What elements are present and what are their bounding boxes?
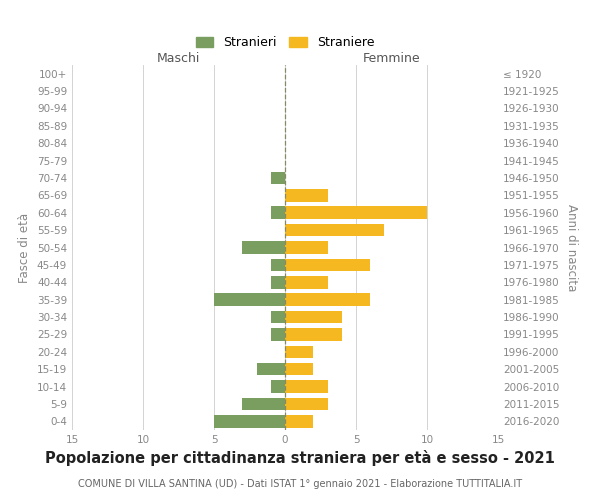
Bar xyxy=(285,380,328,393)
Bar xyxy=(285,206,427,219)
Bar xyxy=(285,189,328,202)
Bar xyxy=(271,311,285,324)
Bar xyxy=(285,276,328,288)
Bar xyxy=(242,241,285,254)
Bar xyxy=(214,415,285,428)
Bar xyxy=(271,276,285,288)
Text: Femmine: Femmine xyxy=(362,52,421,65)
Bar xyxy=(285,258,370,271)
Bar xyxy=(285,398,328,410)
Bar xyxy=(285,328,342,340)
Y-axis label: Anni di nascita: Anni di nascita xyxy=(565,204,578,291)
Legend: Stranieri, Straniere: Stranieri, Straniere xyxy=(191,31,379,54)
Bar xyxy=(271,328,285,340)
Bar xyxy=(285,311,342,324)
Bar xyxy=(271,172,285,184)
Bar xyxy=(285,294,370,306)
Bar xyxy=(257,363,285,376)
Text: Maschi: Maschi xyxy=(157,52,200,65)
Bar xyxy=(285,241,328,254)
Bar xyxy=(214,294,285,306)
Bar xyxy=(271,380,285,393)
Y-axis label: Fasce di età: Fasce di età xyxy=(19,212,31,282)
Text: Popolazione per cittadinanza straniera per età e sesso - 2021: Popolazione per cittadinanza straniera p… xyxy=(45,450,555,466)
Bar xyxy=(271,206,285,219)
Bar xyxy=(242,398,285,410)
Bar xyxy=(285,346,313,358)
Bar xyxy=(271,258,285,271)
Bar xyxy=(285,363,313,376)
Text: COMUNE DI VILLA SANTINA (UD) - Dati ISTAT 1° gennaio 2021 - Elaborazione TUTTITA: COMUNE DI VILLA SANTINA (UD) - Dati ISTA… xyxy=(78,479,522,489)
Bar xyxy=(285,415,313,428)
Bar xyxy=(285,224,385,236)
